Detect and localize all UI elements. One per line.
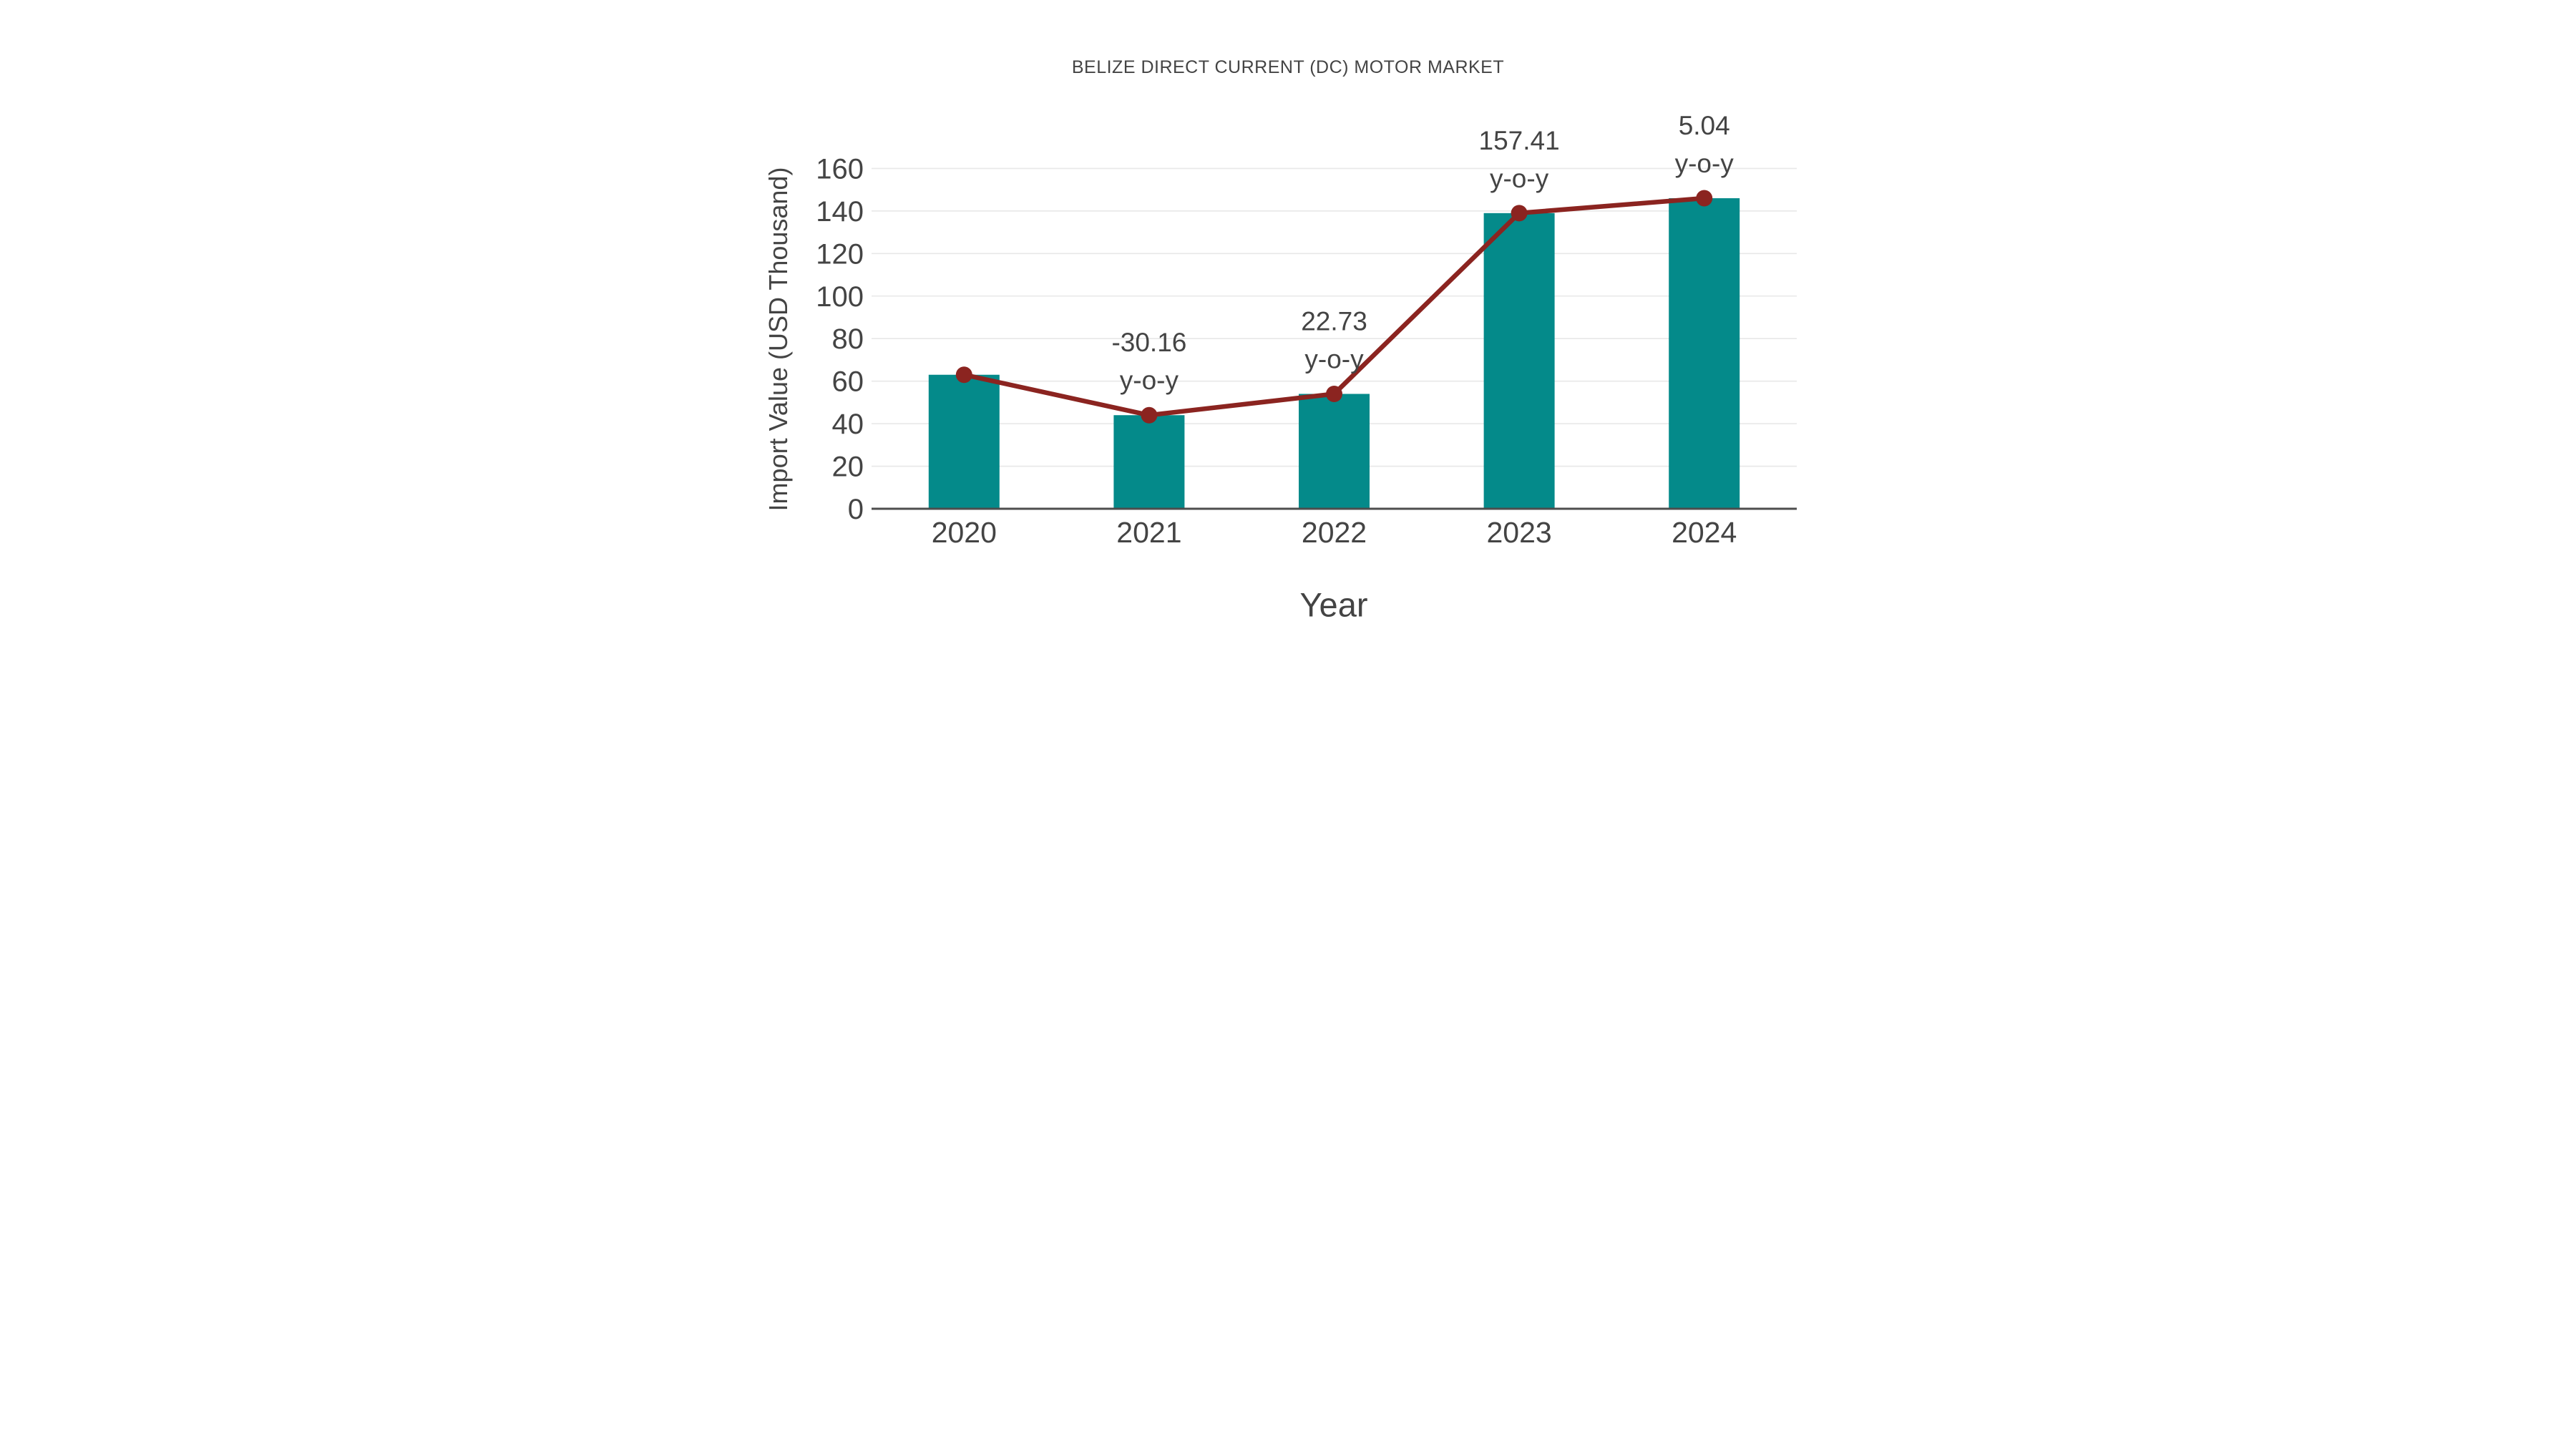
y-tick-label: 60 — [832, 366, 864, 398]
bar — [1299, 394, 1370, 509]
bar — [1113, 415, 1185, 509]
y-tick-label: 40 — [832, 409, 864, 440]
x-tick-label: 2020 — [932, 516, 997, 549]
data-point-marker — [1141, 406, 1158, 424]
annotation-value: 22.73 — [1301, 306, 1367, 336]
annotation-value: 157.41 — [1479, 126, 1560, 155]
annotation-value: -30.16 — [1111, 328, 1186, 357]
bar — [928, 374, 1000, 509]
y-tick-label: 0 — [848, 494, 864, 525]
x-tick-label: 2024 — [1672, 516, 1737, 549]
chart-canvas: 0 20 40 60 80 100 120 140 160 2020 2021 2022 2023 202… — [816, 111, 1797, 549]
annotation-value: 5.04 — [1679, 111, 1730, 140]
y-tick-label: 160 — [816, 153, 864, 185]
x-tick-label: 2023 — [1486, 516, 1551, 549]
y-tick-label: 120 — [816, 238, 864, 270]
annotation-suffix: y-o-y — [1304, 344, 1364, 374]
x-tick-label: 2022 — [1302, 516, 1367, 549]
chart-figure: BELIZE DIRECT CURRENT (DC) MOTOR MARKET … — [716, 0, 1860, 644]
annotation-suffix: y-o-y — [1120, 366, 1179, 395]
y-tick-label: 20 — [832, 452, 864, 483]
chart-title: BELIZE DIRECT CURRENT (DC) MOTOR MARKET — [1071, 57, 1505, 77]
bar — [1669, 198, 1740, 509]
data-point-marker — [1696, 190, 1713, 207]
data-point-marker — [1511, 205, 1528, 222]
y-tick-label: 80 — [832, 323, 864, 355]
data-point-marker — [1326, 385, 1342, 402]
y-tick-label: 100 — [816, 281, 864, 313]
annotation-suffix: y-o-y — [1675, 149, 1735, 178]
bar — [1483, 213, 1555, 509]
x-axis-title: Year — [1299, 585, 1368, 624]
data-point-marker — [955, 366, 972, 384]
annotation-suffix: y-o-y — [1490, 164, 1549, 193]
x-tick-label: 2021 — [1116, 516, 1181, 549]
y-tick-label: 140 — [816, 196, 864, 228]
